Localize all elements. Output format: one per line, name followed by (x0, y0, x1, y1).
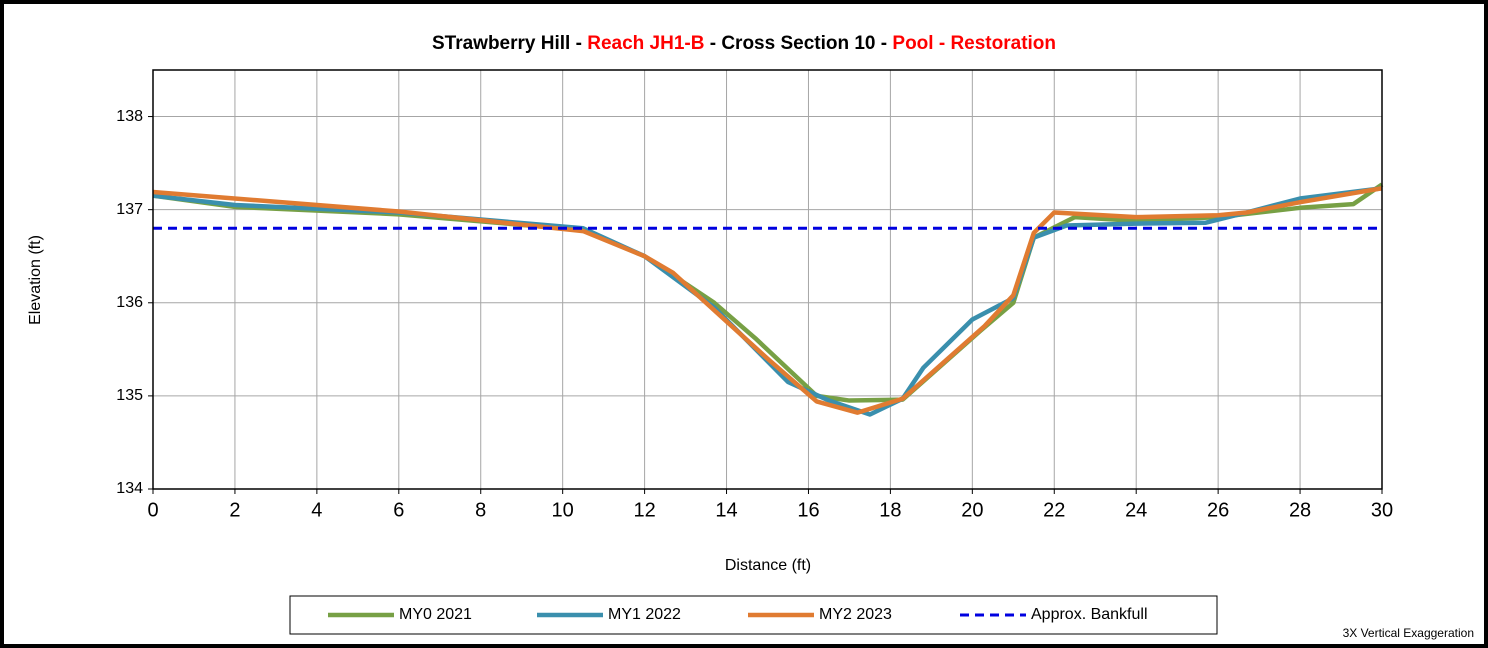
title-part: Reach JH1-B (587, 33, 704, 54)
x-tick-label: 12 (633, 499, 655, 521)
x-tick-label: 22 (1043, 499, 1065, 521)
title-part: Pool - Restoration (892, 33, 1056, 54)
legend-label: MY0 2021 (399, 606, 472, 623)
y-tick-label: 134 (116, 480, 143, 497)
y-tick-label: 137 (116, 201, 143, 218)
x-tick-label: 2 (229, 499, 240, 521)
x-tick-label: 24 (1125, 499, 1147, 521)
x-tick-label: 14 (715, 499, 737, 521)
x-tick-label: 10 (552, 499, 574, 521)
x-tick-label: 30 (1371, 499, 1393, 521)
legend-label: Approx. Bankfull (1031, 606, 1148, 623)
series-line (152, 186, 1383, 415)
annotation: 3X Vertical Exaggeration (1343, 626, 1474, 640)
x-tick-label: 28 (1289, 499, 1311, 521)
x-tick-label: 0 (147, 499, 158, 521)
x-tick-label: 4 (311, 499, 322, 521)
y-tick-label: 136 (116, 294, 143, 311)
x-tick-label: 8 (475, 499, 486, 521)
x-tick-label: 6 (393, 499, 404, 521)
x-tick-label: 18 (879, 499, 901, 521)
x-tick-label: 26 (1207, 499, 1229, 521)
legend-label: MY2 2023 (819, 606, 892, 623)
x-tick-label: 20 (961, 499, 983, 521)
x-tick-label: 16 (797, 499, 819, 521)
plot-border (152, 69, 1383, 490)
y-tick-label: 138 (116, 108, 143, 125)
x-axis-label: Distance (ft) (725, 557, 811, 574)
title-part: STrawberry Hill - (432, 33, 587, 54)
legend-label: MY1 2022 (608, 606, 681, 623)
title-part: - Cross Section 10 - (704, 33, 892, 54)
y-axis-label: Elevation (ft) (27, 235, 44, 325)
chart-title: STrawberry Hill - Reach JH1-B - Cross Se… (432, 33, 1056, 54)
y-tick-label: 135 (116, 387, 143, 404)
